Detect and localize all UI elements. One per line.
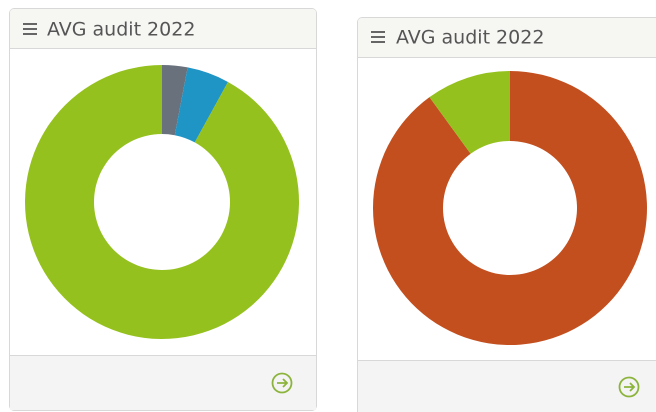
open-button[interactable]	[271, 372, 293, 394]
card-title: AVG audit 2022	[47, 19, 195, 41]
menu-icon[interactable]	[23, 23, 37, 35]
donut-slice	[372, 71, 647, 345]
card-title: AVG audit 2022	[396, 27, 544, 49]
donut-slice	[174, 67, 229, 143]
card-header	[10, 9, 316, 48]
menu-icon[interactable]	[371, 31, 385, 43]
donut-slice	[25, 65, 300, 339]
donut-slice	[162, 65, 188, 136]
open-button[interactable]	[618, 376, 640, 398]
donut-slice	[429, 71, 510, 154]
card-header	[358, 18, 656, 57]
card-footer	[10, 355, 316, 410]
card-footer	[358, 360, 656, 412]
